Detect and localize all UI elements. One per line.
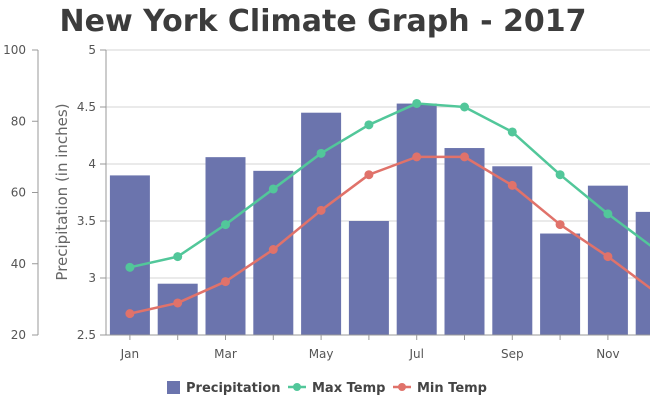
min-temp-point [173,298,183,308]
legend-marker-max-temp [293,383,301,391]
min-temp-point [268,245,278,254]
y-tick-label: 3.5 [77,214,96,228]
precipitation-bar [540,233,581,335]
min-temp-line [129,155,650,315]
min-temp-point [125,309,135,319]
x-tick-label: Jul [408,347,423,361]
precipitation-bar [205,157,246,335]
max-temp-point [555,170,565,180]
y-tick-label: 4.5 [77,100,96,114]
legend-label-min-temp: Min Temp [417,381,487,396]
y2-tick-label: 80 [11,114,26,128]
precipitation-bars [109,103,650,335]
precipitation-bar [157,283,198,335]
y2-tick-label: 40 [11,257,26,271]
x-tick-label: Mar [214,347,237,361]
max-temp-point [412,98,422,108]
x-tick-label: Nov [596,347,619,361]
x-tick-label: May [309,347,334,361]
legend-label-max-temp: Max Temp [312,381,385,396]
legend: Precipitation Max Temp Min Temp [167,381,487,396]
precipitation-bar [635,211,650,335]
y2-tick-label: 20 [11,328,26,342]
y-tick-label: 5 [88,43,96,57]
max-temp-line [129,102,650,269]
precipitation-bar [492,166,533,335]
y2-tick-label: 60 [11,186,26,200]
y-axis-label: Precipitation (in inches) [53,103,71,280]
min-temp-point [364,170,374,180]
chart-title: New York Climate Graph - 2017 [60,4,587,39]
max-temp-point [316,148,326,158]
y-tick-label: 2.5 [77,328,96,342]
max-temp-point [364,120,374,130]
x-tick-label: Jan [120,347,140,361]
max-temp-point [221,220,230,230]
x-tick-label: Sep [501,347,524,361]
legend-marker-min-temp [398,383,406,391]
min-temp-point [221,277,230,287]
precipitation-bar [109,175,150,335]
y-tick-label: 4 [88,157,96,171]
axes: 2.5 3 3.5 4 4.5 5 20 40 60 80 100 Jan Mar May Jul Sep No… [3,43,650,361]
min-temp-point [460,152,469,162]
precipitation-bar [444,148,485,335]
max-temp-point [268,184,278,194]
min-temp-point [555,220,565,230]
precipitation-bar [348,221,389,335]
max-temp-point [507,127,517,137]
min-temp-point [603,252,613,262]
max-temp-point [125,262,135,272]
legend-swatch-precipitation [167,381,180,394]
max-temp-point [173,252,183,262]
max-temp-point [603,209,613,219]
min-temp-point [316,205,326,215]
min-temp-point [412,152,422,162]
precipitation-bar [396,103,437,335]
max-temp-point [460,102,469,112]
min-temp-point [507,180,517,190]
temperature-lines [125,98,650,319]
y2-tick-label: 100 [3,43,26,57]
legend-label-precipitation: Precipitation [186,381,281,396]
y-tick-label: 3 [88,271,96,285]
